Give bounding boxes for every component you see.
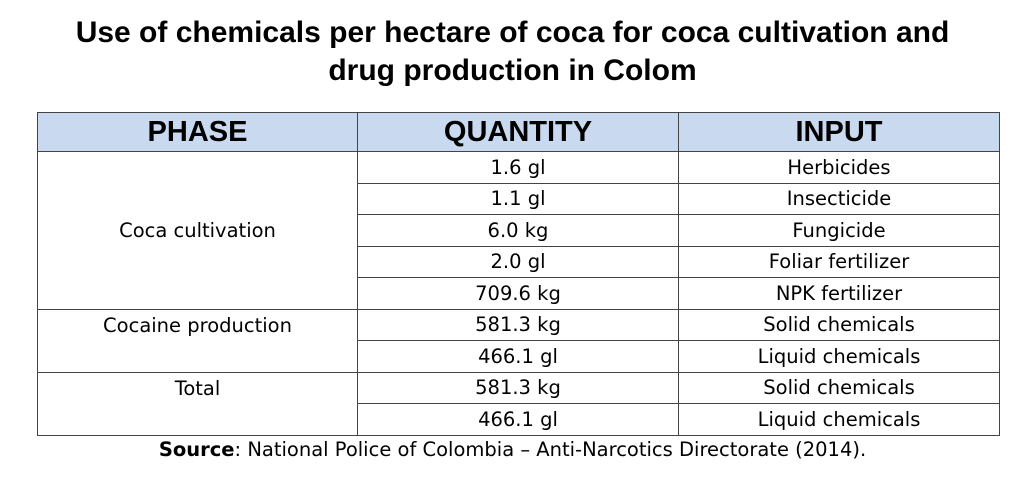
quantity-cell: 466.1 gl — [357, 403, 679, 436]
quantity-cell: 709.6 kg — [357, 277, 679, 310]
phase-cell-cocaine-production: Cocaine production — [37, 308, 358, 373]
quantity-cell: 581.3 kg — [357, 308, 679, 341]
quantity-cell: 2.0 gl — [357, 245, 679, 278]
input-cell: Foliar fertilizer — [678, 245, 1000, 278]
input-cell: NPK fertilizer — [678, 277, 1000, 310]
table-row: 466.1 gl Liquid chemicals — [38, 403, 1000, 436]
quantity-cell: 466.1 gl — [357, 340, 679, 373]
quantity-cell: 1.1 gl — [357, 182, 679, 215]
title-line-1: Use of chemicals per hectare of coca for… — [75, 16, 950, 49]
table-row: Cocaine production 581.3 kg Solid chemic… — [37, 308, 1000, 373]
phase-cell-coca-cultivation: Coca cultivation — [37, 151, 358, 310]
input-cell: Solid chemicals — [678, 308, 1000, 341]
input-cell: Liquid chemicals — [678, 403, 1000, 436]
header-input: INPUT — [678, 112, 1000, 152]
page-title: Use of chemicals per hectare of coca for… — [0, 14, 1025, 90]
input-cell: Fungicide — [678, 214, 1000, 247]
table-row: 2.0 gl Foliar fertilizer — [38, 245, 1000, 278]
header-phase: PHASE — [37, 112, 358, 152]
input-cell: Liquid chemicals — [678, 340, 1000, 373]
source-text: : National Police of Colombia – Anti-Nar… — [234, 438, 867, 461]
table-row: Coca cultivation 1.6 gl Herbicides — [37, 151, 1000, 310]
title-line-2: drug production in Colom — [328, 54, 697, 87]
table-row: 6.0 kg Fungicide — [38, 214, 1000, 247]
header-quantity: QUANTITY — [357, 112, 679, 152]
table-row: 709.6 kg NPK fertilizer — [38, 277, 1000, 310]
phase-cell-total: Total — [37, 371, 358, 436]
chemicals-table: PHASE QUANTITY INPUT Coca cultivation 1.… — [37, 112, 1000, 436]
input-cell: Solid chemicals — [678, 371, 1000, 404]
source-note: Source: National Police of Colombia – An… — [0, 437, 1025, 463]
table-row: 1.1 gl Insecticide — [38, 182, 1000, 215]
input-cell: Herbicides — [678, 151, 1000, 184]
table-row: Total 581.3 kg Solid chemicals — [37, 371, 1000, 436]
source-label: Source — [158, 438, 235, 461]
quantity-cell: 6.0 kg — [357, 214, 679, 247]
table-header-row: PHASE QUANTITY INPUT — [37, 112, 1000, 152]
quantity-cell: 1.6 gl — [357, 151, 679, 184]
table-row: 466.1 gl Liquid chemicals — [38, 340, 1000, 373]
quantity-cell: 581.3 kg — [357, 371, 679, 404]
input-cell: Insecticide — [678, 182, 1000, 215]
